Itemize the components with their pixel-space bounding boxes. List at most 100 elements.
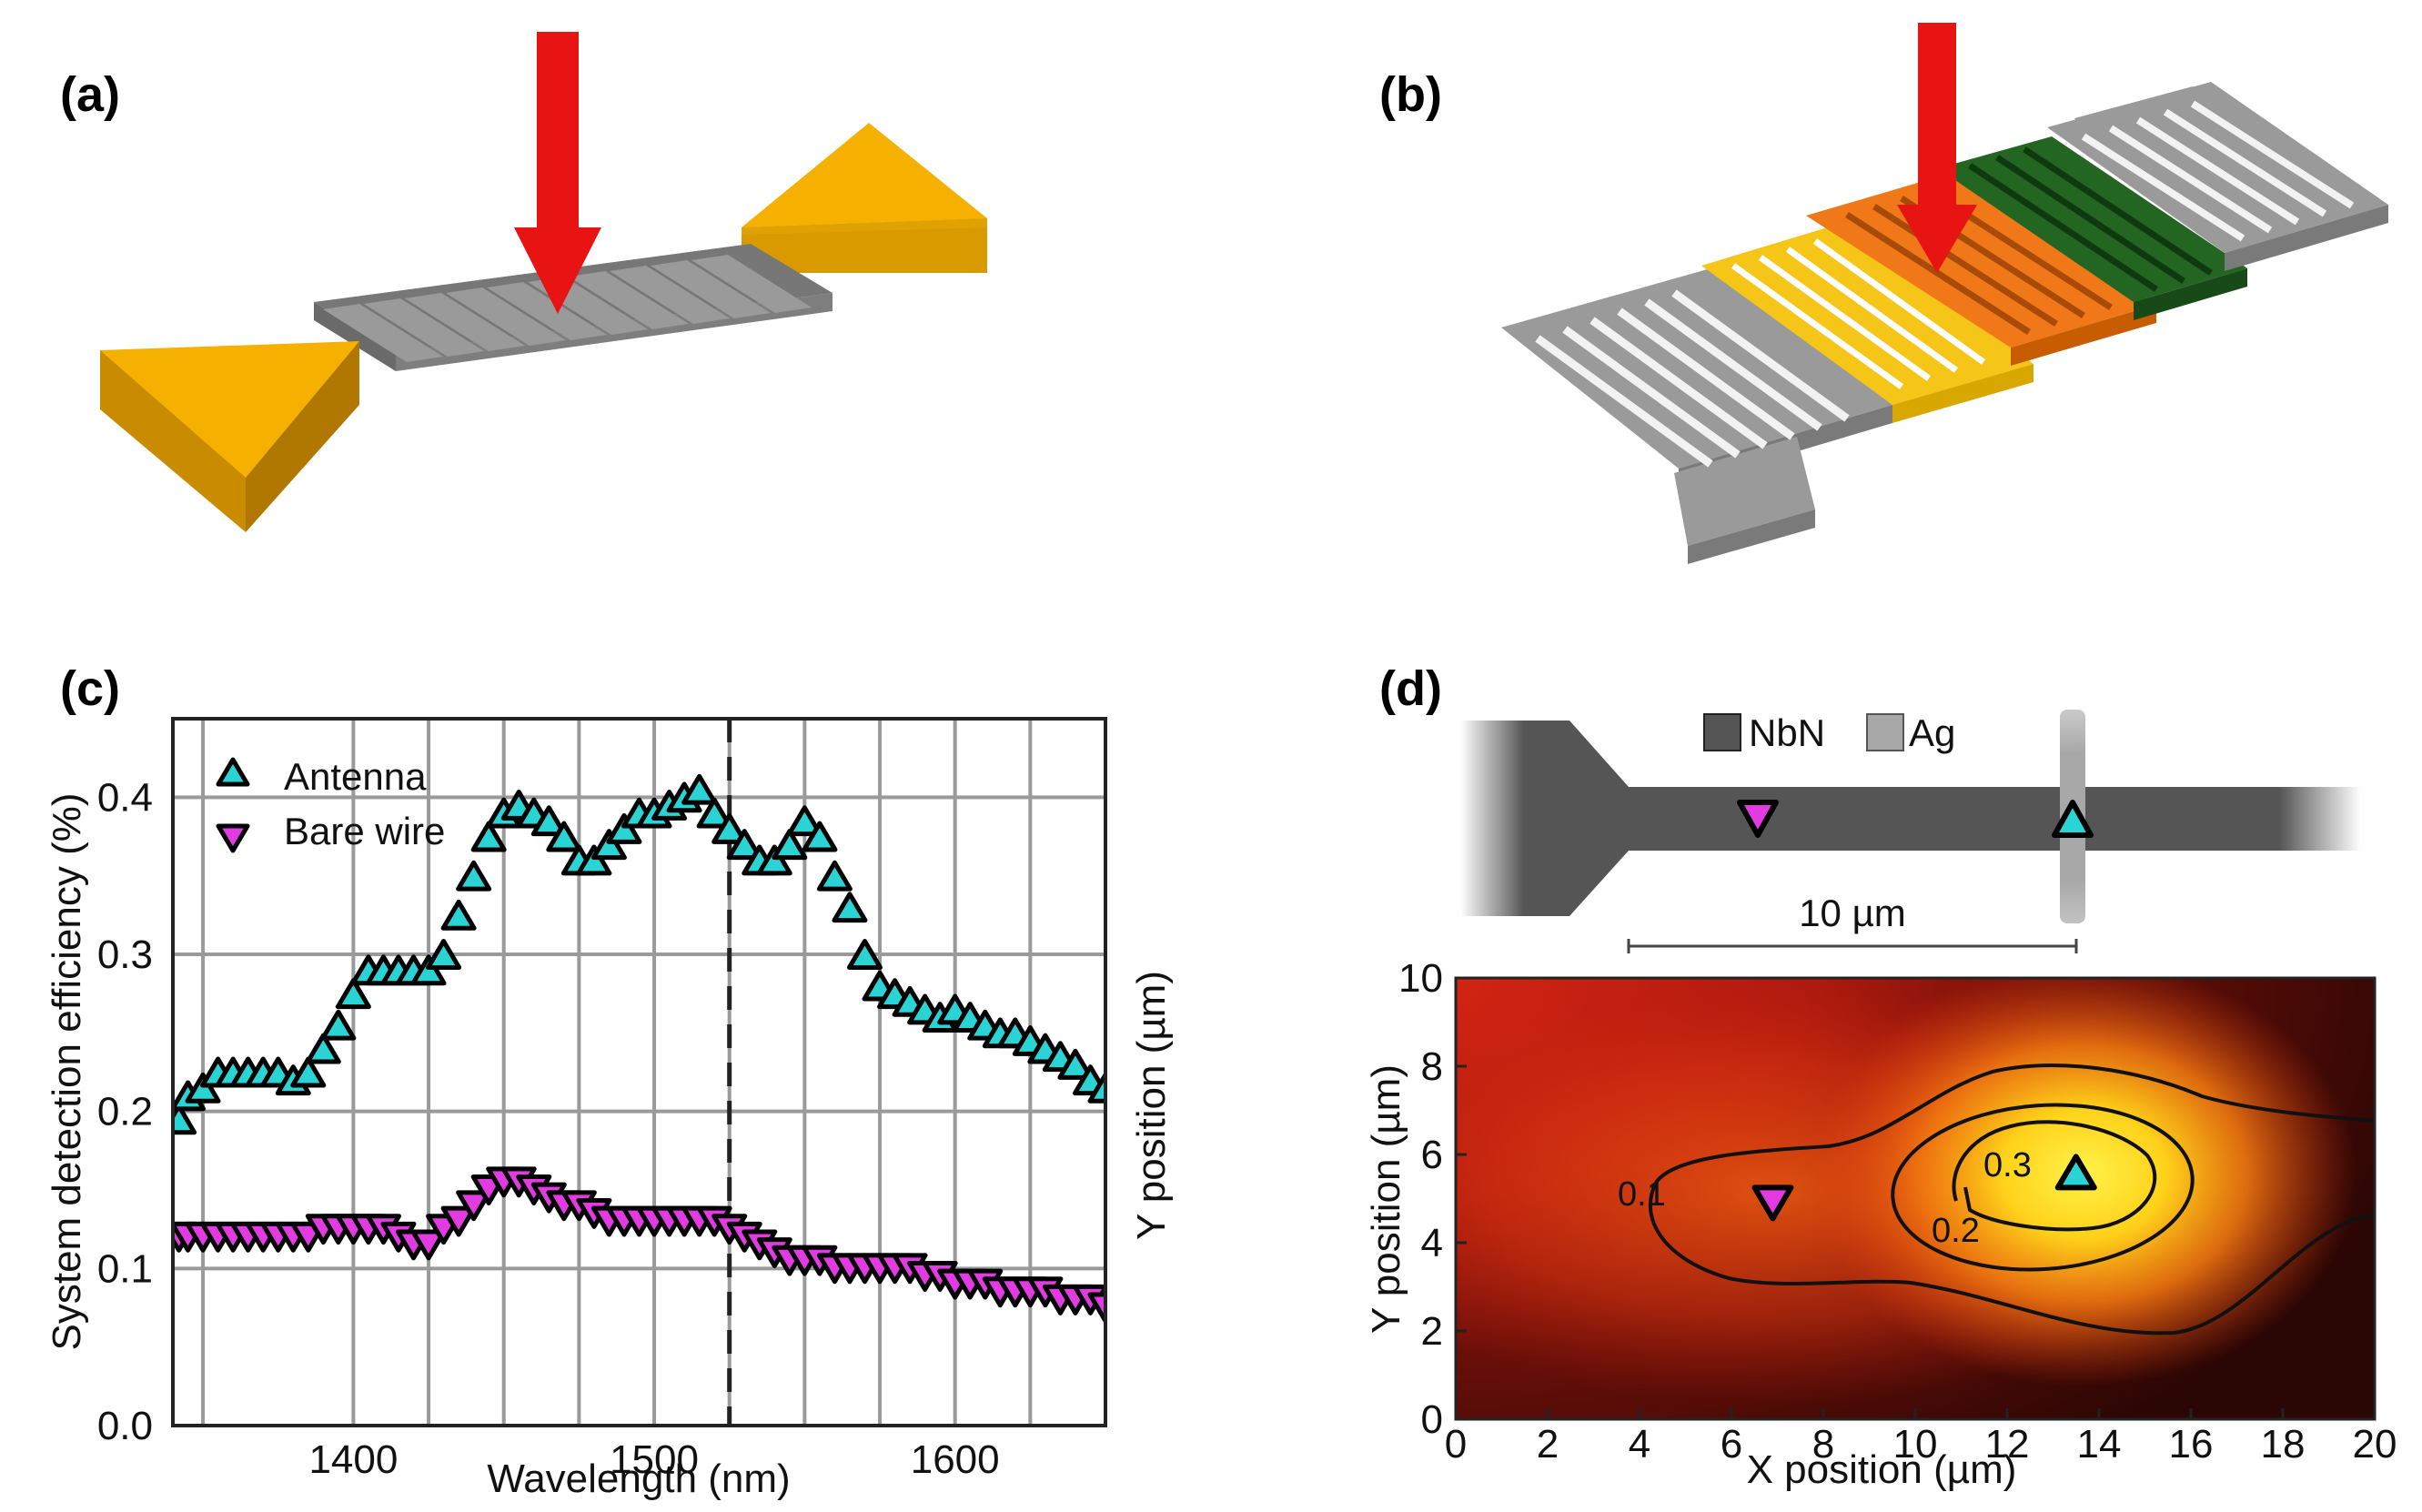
chart-d-y-tick-label: 4 [1421,1221,1443,1265]
panel-label-d: (d) [1379,661,1442,716]
antenna-point [426,939,462,970]
chart-c-frame [171,717,1107,1427]
antenna-point [606,812,642,844]
chart-c-x-tick-label: 1400 [308,1437,398,1482]
panel-label-a: (a) [60,67,120,122]
chart-c-y-tick-label: 0.2 [97,1090,153,1134]
device-layout: NbN Ag 10 µm [1460,710,2361,953]
contour-0-1-upper [1654,1063,2375,1184]
antenna-schematic [100,32,987,532]
contour-0-2 [1891,1103,2195,1272]
heatmap-bare-wire-marker [1751,1184,1794,1222]
chart-c-y-tick-label: 0.4 [97,775,153,820]
antenna-position-marker [2052,800,2094,838]
efficiency-chart: 0.0 0.1 0.2 0.3 0.4 1400 1500 1600 Wavelength … [45,717,1174,1501]
contour-0-1-lower [1648,1182,2375,1336]
antenna-point [1057,1048,1094,1080]
chart-d-y-tick-labels: 0 2 4 6 8 10 [1398,956,1443,1442]
legend-bare-wire-label: Bare wire [284,810,445,852]
chart-d-x-tick-label: 10 [1893,1422,1938,1467]
legend-nbn-label: NbN [1749,711,1825,754]
legend-ag-swatch [1866,713,1904,751]
antenna-point [290,1056,327,1088]
antenna-point [173,1104,197,1135]
antenna-point [786,805,822,837]
antenna-point [802,821,838,852]
chart-c-x-tick-labels: 1400 1500 1600 [308,1437,999,1482]
chart-c-x-tick-label: 1500 [610,1437,699,1482]
antenna-point [726,829,762,861]
chart-c-x-tick-label: 1600 [911,1437,1000,1482]
chart-d-y-tick-label: 10 [1398,956,1443,1001]
antenna-point [546,821,582,852]
chart-d-y-tick-label: 8 [1421,1044,1443,1089]
antenna-point [185,1072,221,1104]
multiband-schematic [1501,23,2388,564]
chart-d-y-axis-label: Y position (µm) [1364,1064,1408,1334]
bare-wire-position-marker [1737,800,1779,838]
chart-d-x-tick-label: 8 [1812,1422,1834,1467]
legend-antenna-marker [216,757,250,787]
chart-d-x-axis-label: X position (µm) [1747,1447,2017,1492]
bare-wire-point [440,1205,477,1237]
antenna-point [1087,1072,1105,1104]
chart-d-x-tick-label: 6 [1721,1422,1742,1467]
series-bare-wire [173,1166,1105,1324]
chart-d-x-tick-label: 14 [2077,1422,2122,1467]
chart-c-y-tick-labels: 0.0 0.1 0.2 0.3 0.4 [97,775,153,1448]
chart-d-y-tick-label: 2 [1421,1309,1443,1354]
contour-label-0-3: 0.3 [1983,1146,2032,1184]
bare-wire-point [410,1229,447,1261]
nbn-wire [1624,787,2279,851]
chart-c-y-axis-label: System detection efficiency (%) [45,793,89,1351]
antenna-point [832,892,868,923]
legend-bare-wire-marker [216,823,250,853]
contour-label-0-2: 0.2 [1932,1212,1980,1250]
antenna-point [530,805,567,837]
legend-antenna-label: Antenna [284,755,427,798]
antenna-point [846,939,883,970]
chart-d-x-tick-label: 16 [2169,1422,2214,1467]
antenna-point [696,797,732,829]
bare-wire-point [456,1190,492,1222]
chart-c-x-axis-label: Wavelength (nm) [487,1457,790,1501]
legend-ag-label: Ag [1909,711,1955,754]
chart-d-x-tick-label: 0 [1445,1422,1467,1467]
incident-light-arrow-b [1918,23,1956,205]
legend-nbn-swatch [1703,713,1741,751]
antenna-point [590,829,627,861]
chart-d-x-tick-label: 18 [2261,1422,2306,1467]
incident-light-arrow-a [537,32,579,227]
chart-c-y-tick-label: 0.1 [97,1246,153,1291]
antenna-point [335,978,371,1010]
chart-d-x-tick-label: 4 [1629,1422,1650,1467]
heatmap-field: 0.1 0.2 0.3 [1456,978,2375,1419]
chart-d-frame [1454,976,2377,1421]
bare-wire-point [1087,1292,1105,1324]
heatmap-antenna-marker [2054,1154,2097,1191]
antenna-point [410,954,447,986]
chart-d-x-tick-label: 12 [1985,1422,2030,1467]
heatmap-chart: 0.1 0.2 0.3 0 2 4 6 8 10 0 2 4 6 8 10 12 14 16 18 20 X … [1364,956,2397,1492]
scale-bar-label: 10 µm [1799,892,1906,934]
antenna-point [756,844,792,876]
chart-d-y-tick-label: 0 [1421,1397,1443,1442]
series-antenna [173,773,1105,1135]
panel-label-c: (c) [60,661,120,716]
contour-label-0-1: 0.1 [1618,1175,1666,1214]
antenna-point [456,860,492,892]
antenna-point [681,773,718,805]
antenna-point [816,860,853,892]
chart-d-x-tick-label: 20 [2353,1422,2397,1467]
antenna-point [772,829,808,861]
antenna-point [440,899,477,931]
antenna-point [470,821,507,852]
panel-label-b: (b) [1379,67,1442,122]
antenna-point [320,1009,357,1041]
antenna-point [305,1033,341,1064]
chart-c-y-tick-label: 0.3 [97,932,153,977]
chart-c-right-label: Y position (µm) [1129,971,1174,1240]
chart-d-x-tick-label: 2 [1537,1422,1559,1467]
antenna-point [711,812,748,844]
